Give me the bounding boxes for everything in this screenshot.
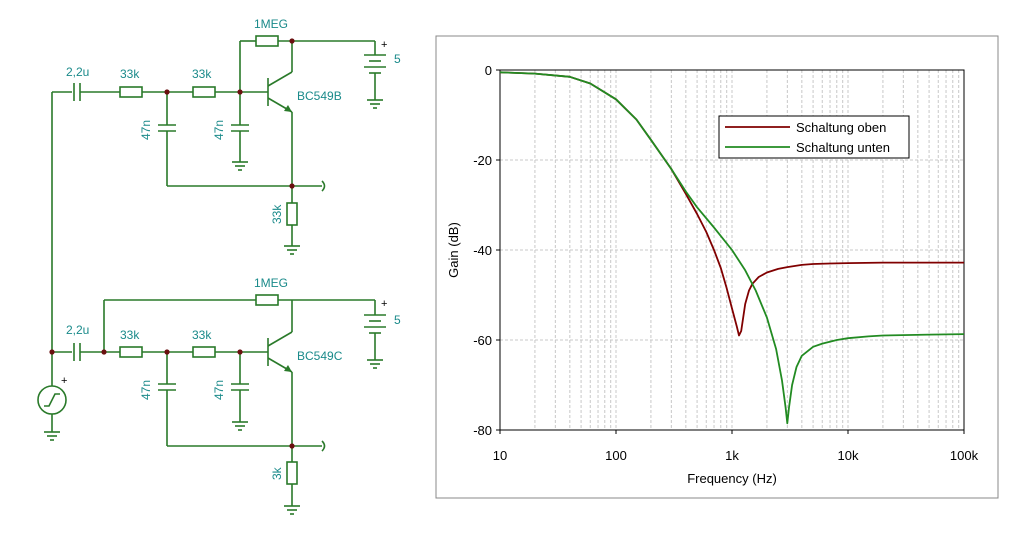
chart-frame xyxy=(435,35,999,499)
x-tick-label: 100k xyxy=(950,448,979,463)
bottom-r2-label: 33k xyxy=(192,328,212,342)
bottom-c1-label: 47n xyxy=(139,380,153,400)
x-tick-label: 1k xyxy=(725,448,739,463)
top-c1-label: 47n xyxy=(139,120,153,140)
circuit-schematic: 2,2u 33k 33k 47n 47n 1MEG BC549B 33k 5 + xyxy=(37,17,401,515)
series-line-2 xyxy=(499,71,965,425)
top-supply-plus: + xyxy=(381,39,387,51)
ground-icon xyxy=(284,245,300,255)
top-supply-label: 5 xyxy=(394,52,401,66)
top-r2-label: 33k xyxy=(192,67,212,81)
y-tick-label: -20 xyxy=(473,153,492,168)
ground-icon xyxy=(367,359,383,369)
y-tick-label: 0 xyxy=(485,63,492,78)
top-cap-in-label: 2,2u xyxy=(66,65,89,79)
bottom-transistor-label: BC549C xyxy=(297,349,343,363)
bottom-cap-in-label: 2,2u xyxy=(66,323,89,337)
top-transistor-icon xyxy=(267,71,293,113)
ground-icon xyxy=(232,161,248,171)
ground-icon xyxy=(44,431,60,441)
bottom-r1-label: 33k xyxy=(120,328,140,342)
bottom-supply-plus: + xyxy=(381,298,387,310)
chart-legend: Schaltung oben Schaltung unten xyxy=(718,115,910,159)
x-axis: 10 100 1k 10k 100k xyxy=(493,430,979,463)
top-r1-label: 33k xyxy=(120,67,140,81)
top-transistor-label: BC549B xyxy=(297,89,342,103)
y-axis: 0 -20 -40 -60 -80 xyxy=(473,63,500,438)
source-plus: + xyxy=(61,375,67,387)
bottom-c2-label: 47n xyxy=(212,380,226,400)
bottom-rfb-label: 1MEG xyxy=(254,276,288,290)
ground-icon xyxy=(367,99,383,109)
legend-label-1: Schaltung oben xyxy=(796,120,886,135)
x-axis-label: Frequency (Hz) xyxy=(687,471,777,486)
output-terminal-icon xyxy=(321,180,326,192)
y-tick-label: -80 xyxy=(473,423,492,438)
ground-icon xyxy=(232,421,248,431)
x-tick-label: 100 xyxy=(605,448,627,463)
bottom-re-label: 3k xyxy=(270,466,284,480)
ground-icon xyxy=(284,505,300,515)
top-re-label: 33k xyxy=(270,204,284,224)
chart-series xyxy=(499,71,965,425)
x-tick-label: 10k xyxy=(838,448,859,463)
y-axis-label: Gain (dB) xyxy=(446,222,461,278)
top-c2-label: 47n xyxy=(212,120,226,140)
top-circuit: 2,2u 33k 33k 47n 47n 1MEG BC549B 33k 5 + xyxy=(51,17,401,352)
output-terminal-icon xyxy=(321,440,326,452)
legend-box xyxy=(718,115,910,159)
bottom-circuit: 2,2u 33k 33k 47n 47n 1MEG BC549C 3k 5 + … xyxy=(37,276,401,515)
bottom-transistor-icon xyxy=(267,331,293,373)
top-rfb-label: 1MEG xyxy=(254,17,288,31)
bottom-supply-label: 5 xyxy=(394,313,401,327)
y-tick-label: -40 xyxy=(473,243,492,258)
x-tick-label: 10 xyxy=(493,448,507,463)
y-tick-label: -60 xyxy=(473,333,492,348)
legend-label-2: Schaltung unten xyxy=(796,140,890,155)
